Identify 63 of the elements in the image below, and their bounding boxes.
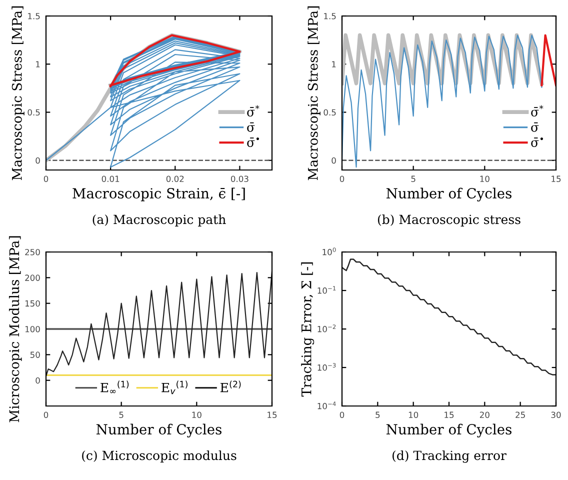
x-tick-label: 0.01 (102, 176, 120, 182)
x-tick-label: 10 (480, 176, 490, 182)
y-axis-title: Macroscopic Stress [MPa] (308, 6, 320, 180)
x-tick-label: 15 (268, 412, 277, 418)
text: (d) Tracking error (392, 450, 506, 463)
y-axis-title: Macroscopic Stress [MPa] (12, 6, 24, 180)
x-axis-title: Number of Cycles (96, 424, 222, 438)
y-tick-label: 0.5 (324, 109, 336, 116)
line-series (46, 270, 272, 377)
x-tick-label: 0.03 (230, 176, 248, 182)
x-tick-label: 5 (376, 412, 380, 418)
y-tick-label: 0 (332, 157, 336, 164)
legend-label: σ̄$^{*}$ (531, 105, 544, 117)
y-tick-label: 10$^{−2}$ (318, 324, 336, 332)
y-tick-label: 1.5 (324, 13, 336, 20)
legend-label: σ̄ (247, 122, 255, 132)
line-series (342, 34, 542, 168)
legend-label: σ̄$^{•}$ (531, 138, 543, 148)
y-axis-title: Tracking Error, Σ [-] (301, 262, 314, 397)
x-tick-label: 5 (119, 412, 124, 418)
y-axis-title: Microscopic Modulus [MPa] (8, 236, 22, 422)
x-axis-title: Number of Cycles (386, 424, 512, 438)
x-tick-label: 10 (408, 412, 418, 418)
text: (c) Microscopic modulus (82, 450, 236, 463)
x-tick-label: 15 (444, 412, 454, 418)
y-tick-label: 0 (36, 377, 40, 384)
y-tick-label: 1 (332, 61, 336, 68)
y-tick-label: 250 (25, 248, 40, 256)
line-series (342, 258, 556, 376)
x-tick-label: 20 (480, 412, 490, 418)
y-tick-label: 0 (36, 157, 40, 164)
legend-label: E$^{(2)}$ (220, 380, 241, 392)
x-tick-label: 0 (340, 176, 344, 182)
legend-label: E$_{∞}$$^{(1)}$ (100, 380, 129, 394)
line-series (110, 34, 241, 88)
x-tick-label: 0.02 (166, 176, 184, 182)
y-tick-label: 10$^{−1}$ (318, 286, 336, 294)
legend-label: σ̄ (531, 122, 539, 132)
x-tick-label: 10 (192, 412, 202, 418)
x-tick-label: 15 (552, 176, 561, 182)
y-tick-label: 150 (25, 300, 40, 307)
y-tick-label: 10$^{−4}$ (318, 402, 336, 410)
y-tick-label: 100 (25, 326, 40, 332)
y-tick-label: 1 (36, 61, 40, 68)
x-tick-label: 0 (340, 412, 344, 418)
y-tick-label: 10$^{−3}$ (318, 363, 336, 371)
y-tick-label: 50 (30, 352, 40, 358)
legend-label: σ̄$^{•}$ (247, 138, 259, 148)
legend-label: E$_{v}$$^{(1)}$ (162, 380, 188, 394)
x-axis-title: Macroscopic Strain, ϵ̄ [-] (72, 188, 245, 202)
x-tick-label: 25 (516, 412, 525, 418)
text: (a) Macroscopic path (92, 214, 226, 227)
y-tick-label: 0.5 (28, 109, 40, 116)
y-tick-label: 10$^{0}$ (322, 248, 336, 256)
y-tick-label: 200 (25, 274, 40, 281)
x-tick-label: 0 (44, 176, 48, 182)
x-tick-label: 0 (44, 412, 48, 418)
x-axis-title: Number of Cycles (386, 188, 512, 202)
text: (b) Macroscopic stress (378, 214, 520, 227)
x-tick-label: 5 (411, 176, 416, 182)
y-tick-label: 1.5 (28, 13, 40, 20)
x-tick-label: 30 (551, 412, 561, 418)
legend-label: σ̄$^{*}$ (247, 105, 260, 117)
